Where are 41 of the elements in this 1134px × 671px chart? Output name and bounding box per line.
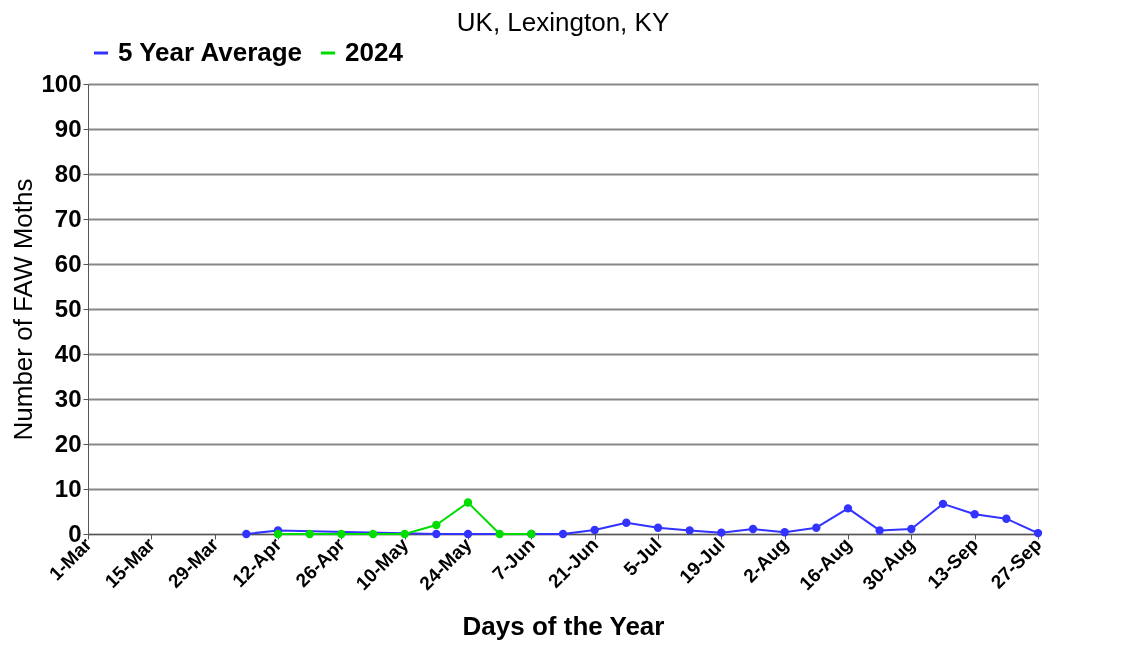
point <box>432 529 441 539</box>
point <box>463 529 473 539</box>
point <box>337 529 346 539</box>
legend-label: 5 Year Average <box>118 37 303 67</box>
point <box>907 524 916 534</box>
y-tick-label: 70 <box>54 204 82 232</box>
point <box>875 526 884 535</box>
point <box>622 518 631 527</box>
point <box>843 504 853 513</box>
point <box>242 529 251 539</box>
point <box>558 529 568 539</box>
y-tick-label: 80 <box>54 159 82 187</box>
point <box>590 525 599 535</box>
point <box>780 528 789 537</box>
y-tick-label: 50 <box>54 294 82 322</box>
point <box>495 529 504 539</box>
point <box>432 520 441 530</box>
point <box>970 510 979 519</box>
y-tick-label: 20 <box>54 429 82 457</box>
point <box>685 526 694 535</box>
point <box>273 529 283 539</box>
y-tick-label: 30 <box>54 384 82 412</box>
y-tick-label: 10 <box>54 474 82 502</box>
point <box>368 529 378 539</box>
point <box>653 523 663 532</box>
point <box>463 498 473 507</box>
y-tick-label: 40 <box>54 339 82 367</box>
point <box>305 529 314 539</box>
point <box>1002 514 1011 523</box>
y-tick-label: 90 <box>54 114 82 142</box>
y-tick-label: 100 <box>41 69 82 97</box>
point <box>717 528 726 537</box>
y-tick-label: 60 <box>54 249 82 277</box>
legend-label: 2024 <box>345 37 404 67</box>
point <box>748 524 758 534</box>
point <box>938 499 948 509</box>
y-axis-title: Number of FAW Moths <box>8 178 39 441</box>
point <box>812 523 821 532</box>
chart-title: UK, Lexington, KY <box>456 7 670 37</box>
x-axis-title: Days of the Year <box>462 611 665 642</box>
point <box>400 529 409 539</box>
